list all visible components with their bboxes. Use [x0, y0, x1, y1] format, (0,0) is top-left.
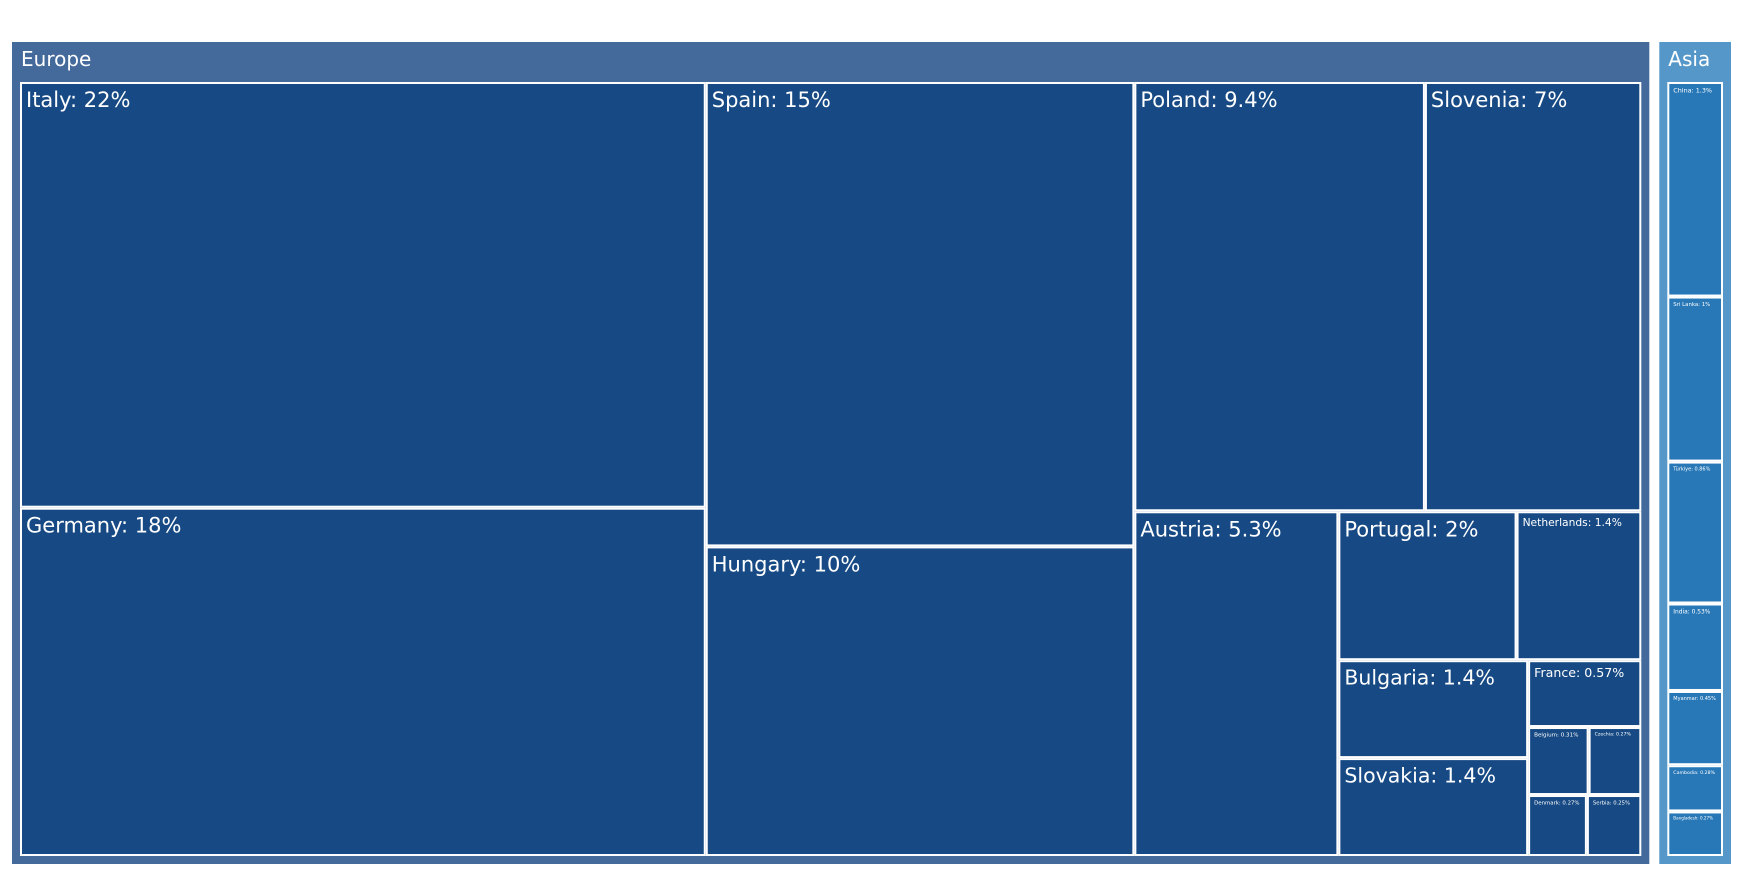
tile [705, 82, 1135, 547]
group-label: Asia [1668, 47, 1710, 71]
tile-label: Italy: 22% [26, 88, 130, 112]
tile-label: China: 1.3% [1673, 86, 1712, 94]
tile [1667, 603, 1724, 691]
tile [1667, 690, 1724, 766]
tile-label: India: 0.53% [1673, 609, 1710, 615]
tile-label: Denmark: 0.27% [1534, 800, 1579, 806]
tile [705, 546, 1135, 857]
tile-label: Slovenia: 7% [1431, 88, 1567, 112]
tile [1338, 758, 1529, 856]
tile-label: Germany: 18% [26, 514, 181, 538]
tile [1667, 765, 1724, 812]
tile-label: Myanmar: 0.45% [1673, 696, 1716, 702]
tile-label: Sri Lanka: 1% [1673, 302, 1710, 308]
tile [1586, 795, 1642, 856]
tile [1338, 511, 1517, 661]
tile [1338, 660, 1529, 759]
tile-label: Hungary: 10% [712, 552, 861, 576]
tile-label: Spain: 15% [712, 88, 831, 112]
tile-label: Poland: 9.4% [1140, 88, 1277, 112]
tile-label: Czechia: 0.27% [1595, 732, 1632, 738]
tile-label: Austria: 5.3% [1140, 517, 1281, 541]
tile [1424, 82, 1642, 512]
tile-label: Portugal: 2% [1344, 517, 1478, 541]
group-label: Europe [21, 47, 91, 71]
tile [1528, 727, 1589, 796]
tile-label: Bangladesh: 0.27% [1673, 816, 1713, 821]
tile-label: Türkiye: 0.86% [1672, 467, 1710, 473]
tile [1588, 727, 1642, 796]
tile [1667, 811, 1724, 856]
tile [1516, 511, 1642, 661]
tile [1667, 82, 1724, 297]
tile [1667, 461, 1724, 604]
tile-label: Slovakia: 1.4% [1344, 764, 1496, 788]
tile-label: Serbia: 0.25% [1593, 800, 1630, 806]
tile [20, 507, 706, 856]
tile-label: France: 0.57% [1534, 665, 1624, 680]
tile [1134, 511, 1339, 856]
tile [1528, 795, 1587, 856]
tile [1134, 82, 1425, 512]
tile-label: Bulgaria: 1.4% [1344, 666, 1495, 690]
tile [20, 82, 706, 508]
tile-label: Cambodia: 0.28% [1673, 770, 1715, 776]
tile-label: Belgium: 0.31% [1534, 733, 1578, 739]
tile-label: Netherlands: 1.4% [1523, 516, 1622, 529]
tile [1667, 296, 1724, 462]
tile [1528, 660, 1642, 728]
